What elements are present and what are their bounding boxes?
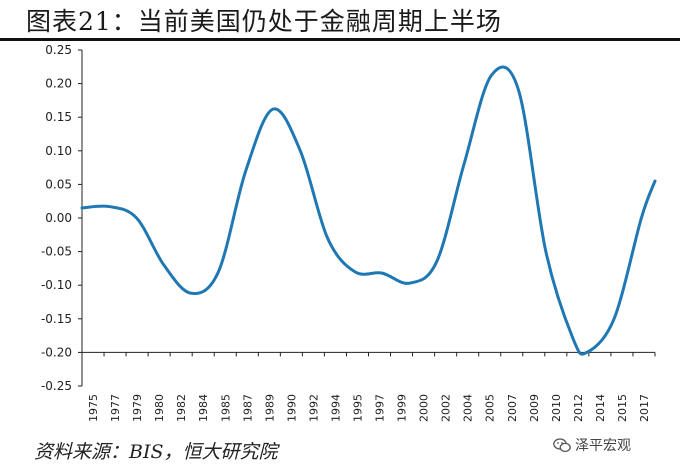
y-tick-label: -0.25	[41, 379, 72, 393]
x-tick-label: 1994	[329, 394, 342, 422]
y-tick-label: 0.10	[45, 144, 72, 158]
y-tick-label: 0.20	[45, 77, 72, 91]
source-note: 资料来源：BIS，恒大研究院	[34, 441, 278, 463]
y-tick-label: -0.10	[41, 278, 72, 292]
line-chart: -0.25 -0.20 -0.15 -0.10 -0.05 0.00 0.05 0.10 0.1…	[41, 43, 657, 422]
x-tick-label: 1992	[307, 394, 320, 422]
x-tick-label: 2000	[418, 394, 431, 422]
x-tick-label: 1985	[219, 394, 232, 422]
x-tick-label: 2005	[484, 394, 497, 422]
x-tick-label: 1999	[396, 394, 409, 422]
x-tick-label: 1980	[153, 394, 166, 422]
y-tick-label: -0.15	[41, 312, 72, 326]
y-tick-label: -0.20	[41, 345, 72, 359]
x-tick-label: 1997	[374, 394, 387, 422]
x-tick-label: 2007	[506, 394, 519, 422]
x-tick-label: 2017	[638, 394, 651, 422]
x-tick-label: 2012	[572, 394, 585, 422]
y-axis: -0.25 -0.20 -0.15 -0.10 -0.05 0.00 0.05 0.10 0.1…	[41, 43, 83, 393]
y-tick-label: 0.00	[45, 211, 72, 225]
x-tick-label: 2014	[594, 394, 607, 422]
x-tick-label: 1979	[131, 394, 144, 422]
x-tick-label: 2010	[550, 394, 563, 422]
y-tick-label: 0.05	[45, 177, 72, 191]
x-tick-label: 2015	[616, 394, 629, 422]
x-tick-label: 1987	[241, 394, 254, 422]
watermark: 泽平宏观	[553, 435, 631, 455]
chart-title: 图表21：当前美国仍处于金融周期上半场	[26, 7, 502, 36]
watermark-text: 泽平宏观	[575, 438, 631, 454]
title-underline	[0, 38, 680, 41]
x-tick-label: 1982	[175, 394, 188, 422]
x-tick-label: 1990	[285, 394, 298, 422]
series-line	[80, 65, 657, 356]
x-tick-label: 1989	[263, 394, 276, 422]
x-tick-label: 2002	[440, 394, 453, 422]
y-tick-label: -0.05	[41, 245, 72, 259]
x-tick-label: 1995	[351, 394, 364, 422]
y-tick-label: 0.15	[45, 110, 72, 124]
x-tick-label: 1977	[109, 394, 122, 422]
x-tick-label: 2004	[462, 394, 475, 422]
wechat-icon	[553, 437, 571, 452]
x-tick-label: 2009	[528, 394, 541, 422]
y-tick-label: 0.25	[45, 43, 72, 57]
series-layer	[80, 65, 657, 356]
x-tick-label: 1975	[87, 394, 100, 422]
x-axis: 1975 1977 1979 1980 1982 1984 1985 1987 1989 1990…	[81, 351, 656, 422]
x-tick-label: 1984	[197, 394, 210, 422]
